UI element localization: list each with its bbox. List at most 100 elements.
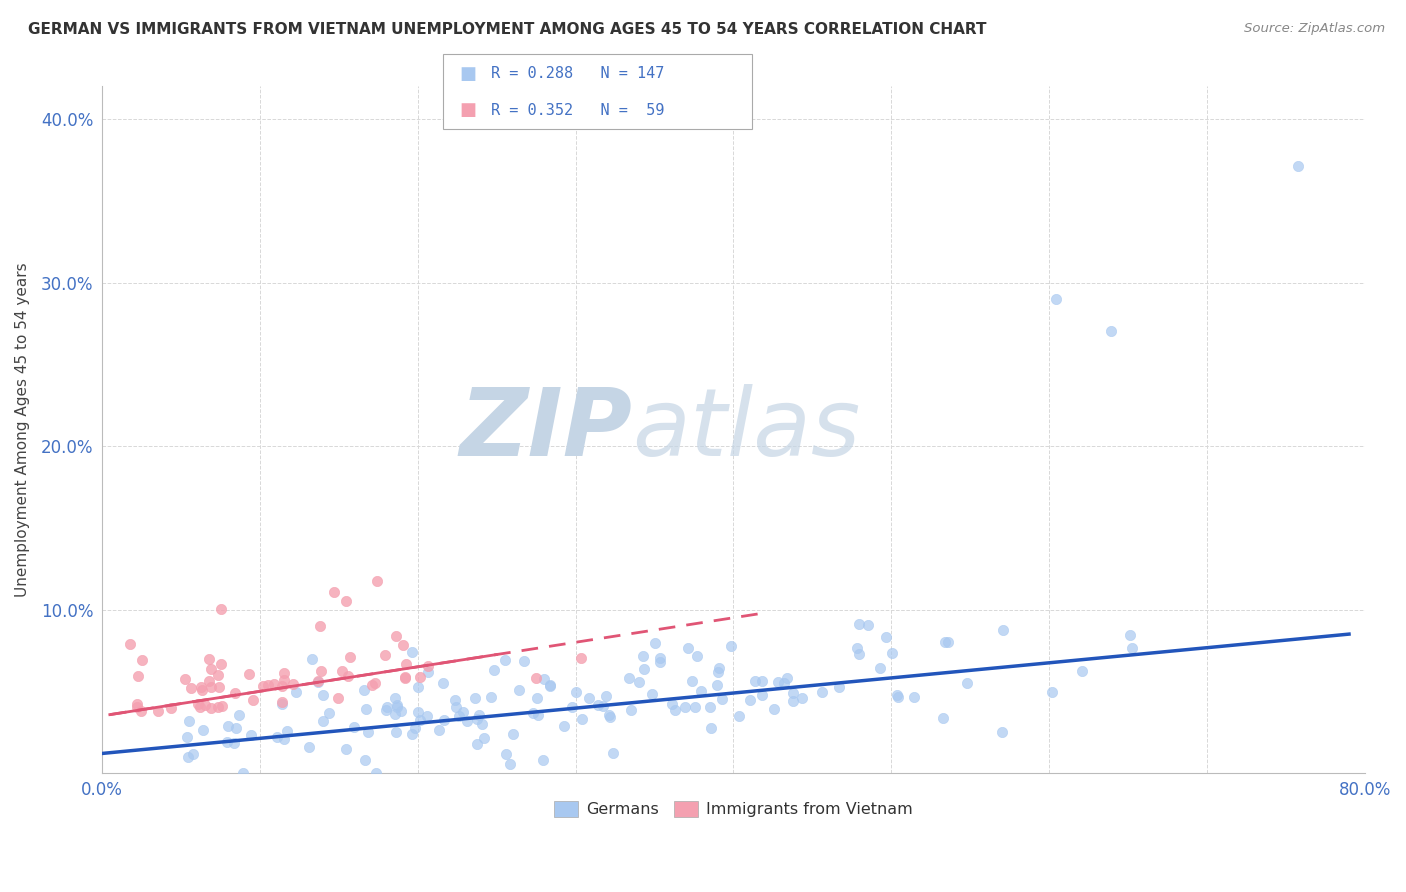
Text: GERMAN VS IMMIGRANTS FROM VIETNAM UNEMPLOYMENT AMONG AGES 45 TO 54 YEARS CORRELA: GERMAN VS IMMIGRANTS FROM VIETNAM UNEMPL… bbox=[28, 22, 987, 37]
Point bbox=[173, 672, 195, 686]
Point bbox=[364, 676, 387, 690]
Point bbox=[271, 679, 294, 693]
Point bbox=[472, 731, 495, 745]
Point bbox=[886, 688, 908, 702]
Point bbox=[468, 707, 491, 722]
Point bbox=[200, 662, 222, 676]
Point bbox=[337, 669, 360, 683]
Point bbox=[991, 725, 1014, 739]
Point bbox=[332, 664, 354, 678]
Point bbox=[409, 713, 432, 727]
Point bbox=[538, 678, 561, 692]
Point bbox=[146, 705, 169, 719]
Point bbox=[208, 680, 231, 694]
Point bbox=[856, 618, 879, 632]
Point bbox=[790, 691, 813, 706]
Point bbox=[311, 714, 333, 728]
Point bbox=[720, 639, 742, 653]
Point bbox=[207, 700, 229, 714]
Point bbox=[312, 688, 335, 702]
Point bbox=[641, 687, 664, 701]
Point bbox=[772, 676, 794, 690]
Point bbox=[782, 694, 804, 708]
Point bbox=[956, 676, 979, 690]
Point bbox=[595, 690, 617, 704]
Point bbox=[118, 637, 141, 651]
Point bbox=[1071, 664, 1094, 678]
Point bbox=[599, 710, 621, 724]
Point bbox=[763, 701, 786, 715]
Point bbox=[263, 677, 285, 691]
Point bbox=[418, 665, 440, 679]
Point bbox=[308, 675, 330, 690]
Point bbox=[273, 673, 295, 688]
Point bbox=[215, 735, 238, 749]
Point bbox=[443, 693, 465, 707]
Point bbox=[394, 671, 416, 685]
Point bbox=[387, 700, 409, 714]
Point bbox=[335, 742, 357, 756]
Point bbox=[467, 737, 489, 751]
Point bbox=[494, 653, 516, 667]
Point bbox=[375, 699, 398, 714]
Point bbox=[209, 602, 232, 616]
Point bbox=[385, 629, 408, 643]
Point bbox=[495, 747, 517, 761]
Point bbox=[650, 656, 672, 670]
Text: atlas: atlas bbox=[633, 384, 860, 475]
Point bbox=[281, 677, 304, 691]
Point bbox=[1045, 292, 1067, 306]
Point bbox=[586, 698, 609, 712]
Point bbox=[1288, 159, 1310, 173]
Point bbox=[848, 616, 870, 631]
Point bbox=[307, 673, 329, 688]
Point bbox=[242, 692, 264, 706]
Point bbox=[131, 704, 153, 718]
Point bbox=[326, 691, 349, 706]
Point bbox=[401, 726, 423, 740]
Point bbox=[686, 648, 709, 663]
Point bbox=[308, 619, 330, 633]
Point bbox=[257, 678, 280, 692]
Point bbox=[1099, 324, 1122, 338]
Point bbox=[848, 647, 870, 661]
Point bbox=[360, 678, 382, 692]
Text: Source: ZipAtlas.com: Source: ZipAtlas.com bbox=[1244, 22, 1385, 36]
Point bbox=[180, 681, 202, 695]
Point bbox=[524, 671, 547, 685]
Point bbox=[187, 698, 209, 712]
Point bbox=[1119, 628, 1142, 642]
Point bbox=[270, 695, 292, 709]
Point bbox=[228, 707, 250, 722]
Point bbox=[125, 697, 148, 711]
Point bbox=[633, 662, 655, 676]
Point bbox=[598, 707, 620, 722]
Point bbox=[354, 701, 377, 715]
Point bbox=[384, 707, 406, 722]
Point bbox=[318, 706, 340, 720]
Point bbox=[239, 728, 262, 742]
Point bbox=[522, 706, 544, 720]
Point bbox=[433, 713, 456, 727]
Point bbox=[991, 623, 1014, 637]
Point bbox=[766, 675, 789, 690]
Point bbox=[936, 635, 959, 649]
Point bbox=[225, 721, 247, 735]
Point bbox=[664, 703, 686, 717]
Point bbox=[565, 685, 588, 699]
Point bbox=[342, 720, 364, 734]
Point bbox=[465, 712, 488, 726]
Point bbox=[619, 671, 641, 685]
Point bbox=[648, 651, 671, 665]
Point bbox=[427, 723, 450, 737]
Point bbox=[276, 724, 298, 739]
Point bbox=[176, 749, 198, 764]
Point bbox=[224, 686, 246, 700]
Point bbox=[740, 693, 762, 707]
Point bbox=[198, 652, 221, 666]
Point bbox=[389, 704, 412, 718]
Point bbox=[561, 700, 583, 714]
Point bbox=[384, 725, 406, 739]
Point bbox=[728, 708, 751, 723]
Point bbox=[194, 698, 217, 713]
